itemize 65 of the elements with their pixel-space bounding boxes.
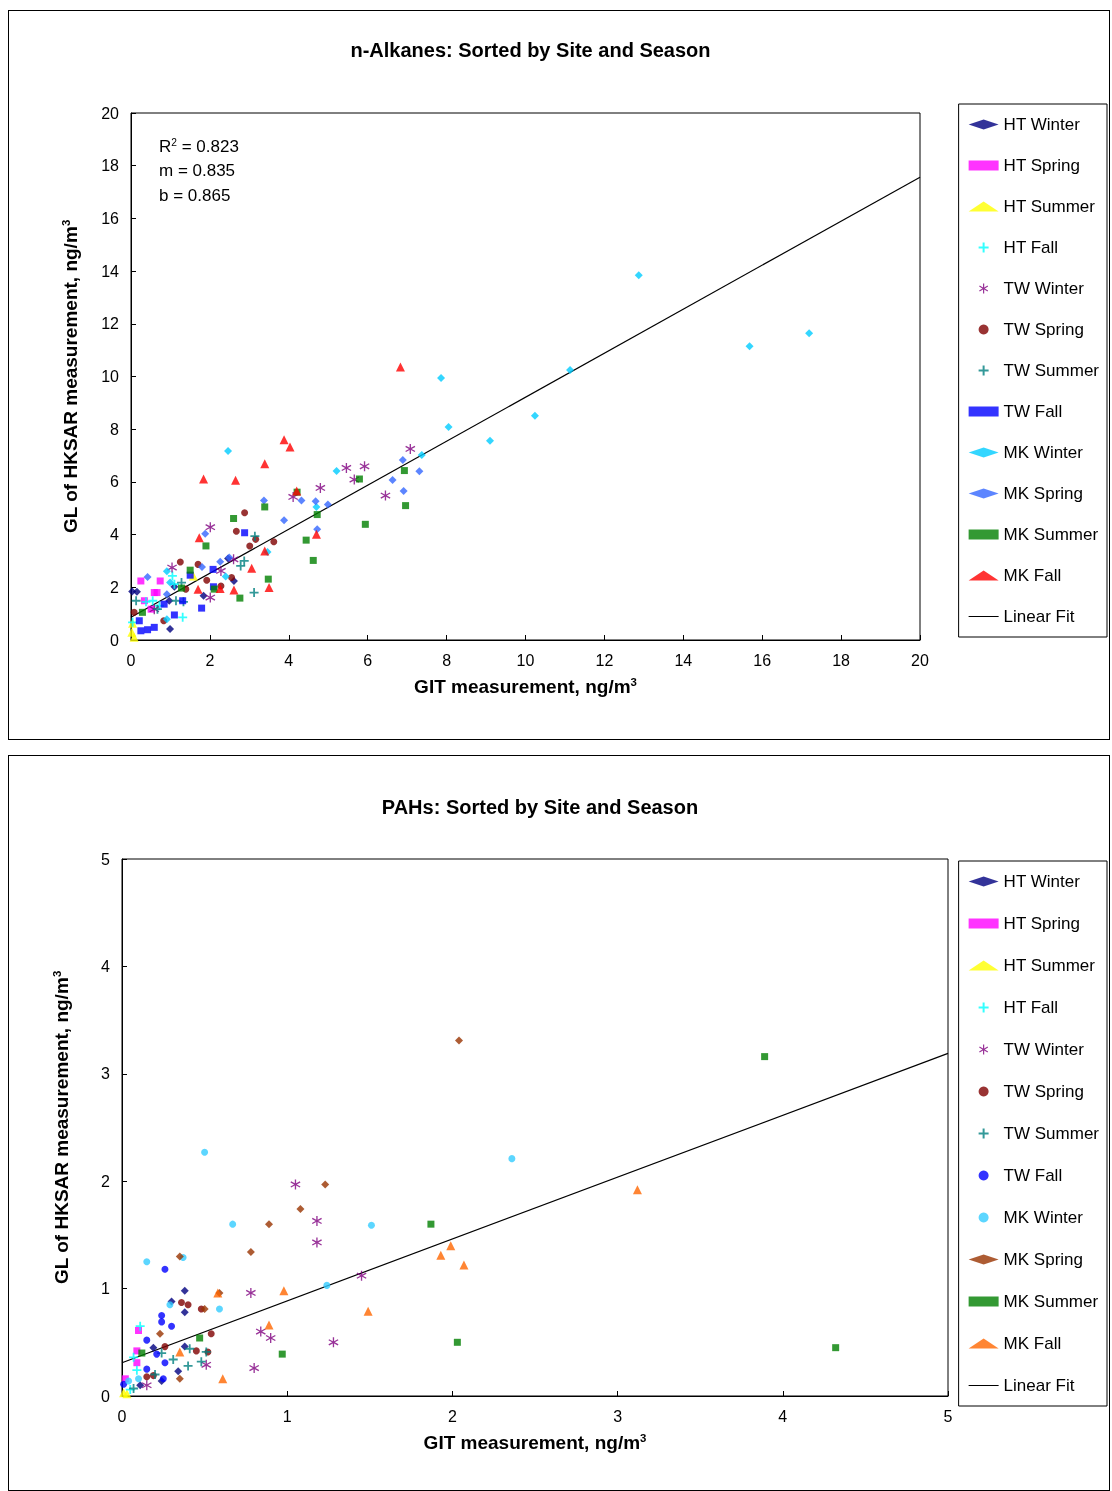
x-tick-label: 6 <box>363 651 373 669</box>
x-tick-label: 12 <box>595 651 614 669</box>
x-tick-label: 18 <box>832 651 851 669</box>
chart-title: n-Alkanes: Sorted by Site and Season <box>350 39 711 61</box>
legend-label: MK Summer <box>1003 525 1099 544</box>
x-tick-label: 8 <box>442 651 452 669</box>
x-tick-label: 16 <box>753 651 772 669</box>
chart-title: PAHs: Sorted by Site and Season <box>381 796 699 818</box>
x-tick-label: 1 <box>282 1407 292 1425</box>
y-tick-label: 1 <box>101 1280 111 1298</box>
y-tick-label: 20 <box>101 104 120 122</box>
y-tick-label: 16 <box>101 209 120 227</box>
x-tick-label: 14 <box>674 651 693 669</box>
legend-label: TW Winter <box>1003 1040 1085 1059</box>
y-axis-title: GL of HKSAR measurement, ng/m3 <box>60 219 82 534</box>
y-tick-label: 5 <box>101 850 111 868</box>
legend-label: TW Winter <box>1003 279 1085 298</box>
x-tick-label: 5 <box>943 1407 953 1425</box>
legend-label: HT Summer <box>1003 197 1096 216</box>
y-axis-title: GL of HKSAR measurement, ng/m3 <box>51 970 73 1285</box>
x-tick-label: 0 <box>126 651 136 669</box>
legend-label: HT Summer <box>1003 956 1096 975</box>
x-tick-label: 2 <box>205 651 215 669</box>
legend-label: MK Summer <box>1003 1292 1099 1311</box>
y-tick-label: 4 <box>101 957 111 975</box>
legend-label: MK Winter <box>1003 443 1084 462</box>
legend-label: TW Fall <box>1003 1166 1063 1185</box>
x-tick-label: 4 <box>778 1407 788 1425</box>
legend-label: MK Spring <box>1003 484 1083 503</box>
y-tick-label: 10 <box>101 368 120 385</box>
legend-label: TW Summer <box>1003 1124 1100 1143</box>
annotation: b = 0.865 <box>159 186 231 205</box>
legend-label: MK Spring <box>1003 1250 1083 1269</box>
y-tick-label: 2 <box>101 1172 111 1190</box>
y-tick-label: 0 <box>101 1387 111 1405</box>
y-tick-label: 3 <box>101 1065 111 1083</box>
y-tick-label: 2 <box>110 578 120 596</box>
annotation: m = 0.835 <box>159 161 236 180</box>
legend-label: MK Winter <box>1003 1208 1084 1227</box>
legend-label: Linear Fit <box>1003 607 1075 626</box>
y-tick-label: 14 <box>101 262 120 280</box>
legend-label: HT Winter <box>1003 872 1081 891</box>
legend-label: MK Fall <box>1003 1334 1062 1353</box>
x-tick-label: 4 <box>284 651 294 669</box>
x-tick-label: 3 <box>613 1407 623 1425</box>
legend-label: TW Spring <box>1003 1082 1084 1101</box>
legend-label: HT Fall <box>1003 238 1059 257</box>
legend-label: TW Spring <box>1003 320 1084 339</box>
y-tick-label: 0 <box>110 631 120 649</box>
legend-label: HT Fall <box>1003 998 1059 1017</box>
x-tick-label: 10 <box>516 651 535 669</box>
y-tick-label: 12 <box>101 315 120 333</box>
x-tick-label: 20 <box>911 651 929 669</box>
legend-label: Linear Fit <box>1003 1376 1075 1395</box>
legend-label: MK Fall <box>1003 566 1062 585</box>
x-tick-label: 2 <box>447 1407 457 1425</box>
y-tick-label: 18 <box>101 157 120 175</box>
legend-label: TW Fall <box>1003 402 1063 421</box>
y-tick-label: 8 <box>110 420 120 438</box>
legend-label: TW Summer <box>1003 361 1100 380</box>
legend-label: HT Winter <box>1003 115 1081 134</box>
y-tick-label: 4 <box>110 526 120 544</box>
legend-label: HT Spring <box>1003 914 1080 933</box>
y-tick-label: 6 <box>110 473 120 491</box>
legend-label: HT Spring <box>1003 156 1080 175</box>
